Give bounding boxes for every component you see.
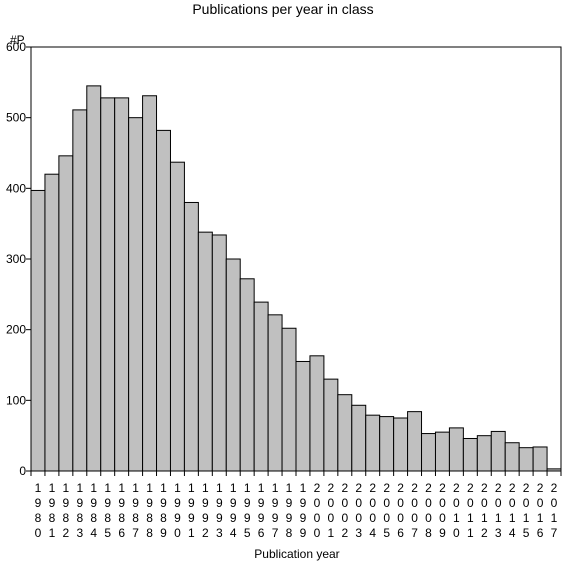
y-tick-label-100: 100 [6,393,26,407]
bar-1986 [114,97,130,472]
bar-2008 [421,433,436,472]
bar-1985 [100,97,116,472]
y-tick-label-400: 400 [6,181,26,195]
x-axis-label: Publication year [254,547,339,561]
y-tick-label-600: 600 [6,40,26,54]
bar-1989 [156,129,171,472]
bar-1993 [211,234,227,472]
bar-1983 [72,109,88,472]
bar-1996 [253,301,269,472]
bar-1994 [225,258,241,472]
bar-1988 [142,95,158,472]
y-tick-label-200: 200 [6,323,26,337]
bar-2001 [323,378,339,472]
bar-2000 [309,355,325,472]
bar-2005 [379,416,395,472]
bar-1991 [183,201,199,472]
bar-2010 [448,427,464,472]
bar-1990 [169,161,185,472]
y-tick-label-300: 300 [6,252,26,266]
bar-2012 [476,435,492,472]
bar-1992 [197,231,213,472]
y-tick-label-0: 0 [19,464,26,478]
bar-2006 [393,417,409,472]
bar-1998 [281,327,297,472]
bar-1999 [295,360,311,472]
bar-2004 [365,414,381,472]
x-axis: 1 9 8 0 1 9 8 1 1 9 8 2 1 9 8 3 1 9 8 4 1 9 8 5 1 9 8 6 1 9 8 7 1 9 8 8 1 9 8 9… [30,471,562,540]
bars-layer [30,85,562,472]
bar-1980 [30,189,46,472]
bar-1997 [267,314,283,472]
bar-1984 [86,85,102,472]
bar-2007 [407,411,423,472]
bar-2014 [504,442,520,472]
bar-2013 [490,430,506,472]
bar-2003 [351,404,367,472]
chart-title: Publications per year in class [192,1,373,17]
bar-2011 [462,437,478,472]
bar-2015 [518,447,534,472]
bar-1982 [58,155,74,472]
y-tick-label-500: 500 [6,111,26,125]
bar-1995 [239,278,255,472]
bar-2016 [532,446,548,472]
y-axis-label: #P [10,33,25,47]
bar-1987 [128,117,144,472]
y-axis: 0 100 200 300 400 500 600 [6,40,31,478]
bar-1981 [44,173,60,472]
bar-2002 [337,394,353,472]
bar-2009 [434,431,450,472]
